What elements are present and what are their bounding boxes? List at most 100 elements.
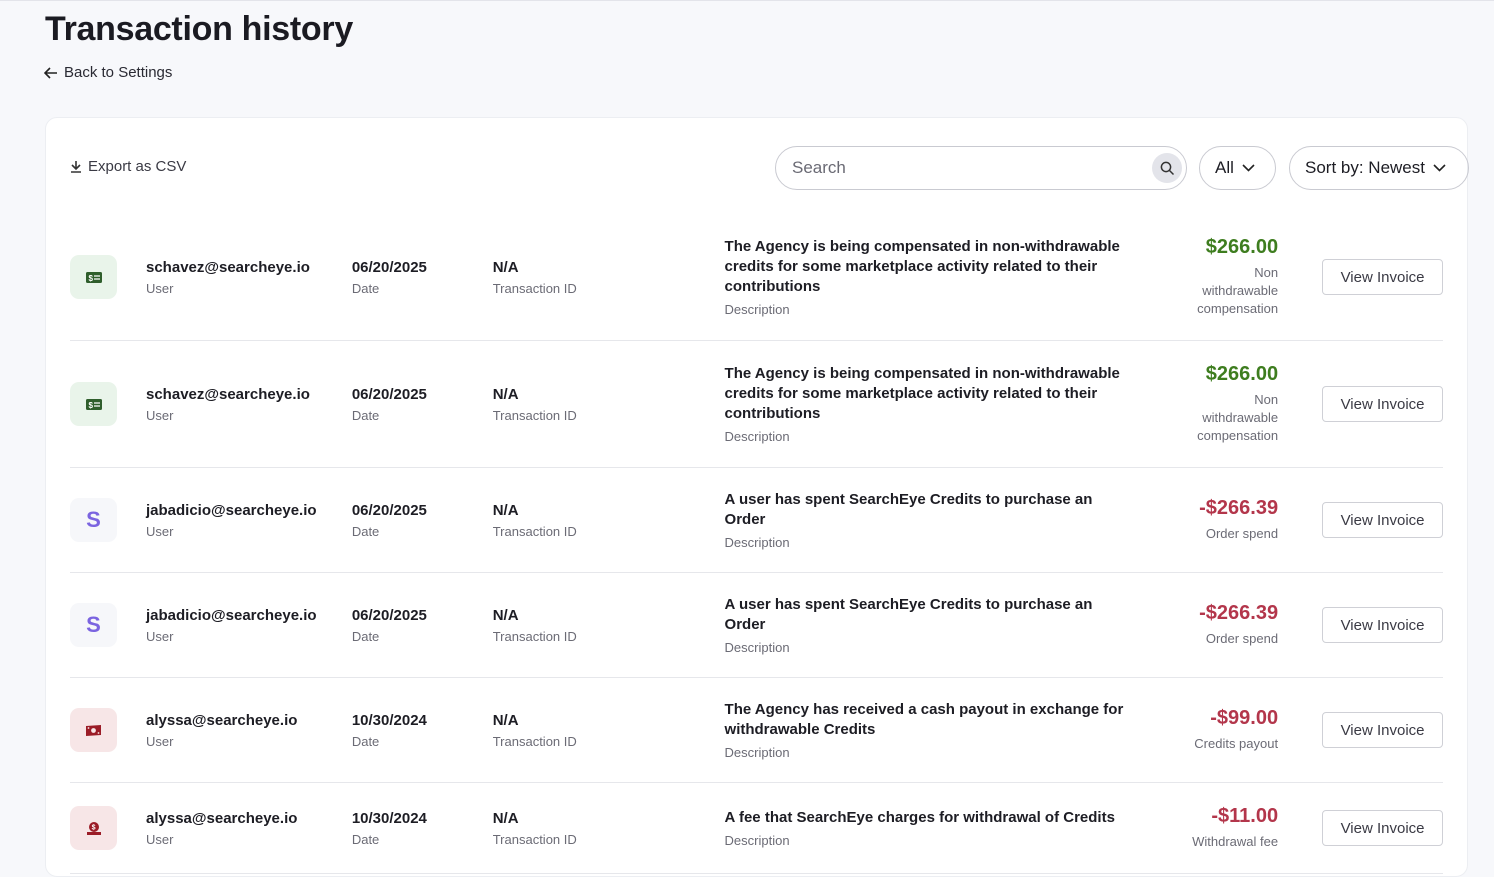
user-email: jabadicio@searcheye.io: [146, 606, 317, 624]
user-label: User: [146, 407, 174, 423]
date-label: Date: [351, 831, 380, 847]
date-label: Date: [351, 407, 380, 423]
transaction-type: Non withdrawable compensation: [1197, 265, 1279, 316]
transaction-description: The Agency is being compensated in non-w…: [724, 365, 1120, 422]
sort-label: Sort by: Newest: [1305, 158, 1425, 177]
transaction-description: A fee that SearchEye charges for withdra…: [724, 809, 1115, 826]
user-label: User: [146, 280, 174, 296]
transaction-row: $ schavez@searcheye.io User 06/20/2025 Dat…: [70, 214, 1443, 341]
description-label: Description: [724, 745, 790, 760]
user-email: alyssa@searcheye.io: [146, 711, 298, 729]
transaction-description: The Agency is being compensated in non-w…: [724, 238, 1120, 295]
transaction-date: 10/30/2024: [351, 711, 427, 729]
back-to-settings-link[interactable]: Back to Settings: [44, 64, 172, 81]
description-label: Description: [724, 833, 790, 848]
transaction-id: N/A: [492, 501, 519, 519]
transaction-row: alyssa@searcheye.io User 10/30/2024 Date N…: [70, 678, 1443, 783]
view-invoice-button[interactable]: View Invoice: [1322, 810, 1443, 846]
back-label: Back to Settings: [64, 64, 173, 81]
transaction-amount: -$266.39: [1199, 602, 1279, 624]
transaction-row: S jabadicio@searcheye.io User 06/20/2025 D…: [70, 573, 1443, 678]
transaction-description: A user has spent SearchEye Credits to pu…: [724, 491, 1093, 528]
transaction-amount: $266.00: [1205, 363, 1279, 385]
page-title: Transaction history: [45, 10, 353, 48]
description-label: Description: [724, 429, 790, 444]
date-label: Date: [351, 280, 380, 296]
transaction-id: N/A: [492, 606, 519, 624]
user-email: alyssa@searcheye.io: [146, 809, 298, 827]
export-label: Export as CSV: [88, 157, 187, 175]
filter-label: All: [1215, 158, 1234, 177]
user-email: schavez@searcheye.io: [146, 385, 310, 403]
transaction-id-label: Transaction ID: [492, 628, 577, 644]
svg-text:$: $: [88, 400, 93, 409]
transaction-type: Order spend: [1205, 526, 1279, 541]
transaction-id-label: Transaction ID: [492, 733, 577, 749]
transaction-row: $ schavez@searcheye.io User 06/20/2025 Dat…: [70, 341, 1443, 468]
transaction-amount: -$266.39: [1199, 497, 1279, 519]
export-csv-button[interactable]: Export as CSV: [70, 158, 186, 175]
transaction-list: $ schavez@searcheye.io User 06/20/2025 Dat…: [70, 214, 1443, 874]
transaction-date: 06/20/2025: [351, 385, 427, 403]
transaction-type: Withdrawal fee: [1192, 834, 1279, 849]
transaction-row: S jabadicio@searcheye.io User 06/20/2025 D…: [70, 468, 1443, 573]
search-input[interactable]: [792, 158, 1152, 178]
description-label: Description: [724, 302, 790, 317]
transaction-row: $ alyssa@searcheye.io User 10/30/2024 Date…: [70, 783, 1443, 874]
description-label: Description: [724, 640, 790, 655]
arrow-left-icon: [44, 66, 57, 79]
view-invoice-button[interactable]: View Invoice: [1322, 712, 1443, 748]
transaction-date: 06/20/2025: [351, 501, 427, 519]
transaction-type: Non withdrawable compensation: [1197, 392, 1279, 443]
coin-hand-icon: $: [70, 806, 117, 850]
view-invoice-button[interactable]: View Invoice: [1322, 386, 1443, 422]
transaction-amount: -$11.00: [1211, 805, 1279, 827]
transaction-amount: -$99.00: [1210, 707, 1279, 729]
transaction-id-label: Transaction ID: [492, 407, 577, 423]
credit-card-icon: $: [70, 255, 117, 299]
transaction-date: 10/30/2024: [351, 809, 427, 827]
view-invoice-button[interactable]: View Invoice: [1322, 502, 1443, 538]
user-label: User: [146, 733, 174, 749]
svg-text:$: $: [88, 273, 93, 282]
user-label: User: [146, 523, 174, 539]
searcheye-s-icon: S: [70, 603, 117, 647]
user-email: jabadicio@searcheye.io: [146, 501, 317, 519]
transaction-description: A user has spent SearchEye Credits to pu…: [724, 596, 1093, 633]
transaction-date: 06/20/2025: [351, 606, 427, 624]
transaction-type: Credits payout: [1194, 736, 1279, 751]
sort-dropdown[interactable]: Sort by: Newest: [1289, 146, 1469, 190]
date-label: Date: [351, 733, 380, 749]
transactions-card: Export as CSV All Sort by: Newest $ scha…: [45, 117, 1469, 877]
transaction-id: N/A: [492, 711, 519, 729]
transaction-id: N/A: [492, 385, 519, 403]
date-label: Date: [351, 523, 380, 539]
transaction-amount: $266.00: [1205, 236, 1279, 258]
transaction-id-label: Transaction ID: [492, 831, 577, 847]
search-box: [775, 146, 1187, 190]
search-button[interactable]: [1152, 153, 1182, 183]
searcheye-s-icon: S: [70, 498, 117, 542]
chevron-down-icon: [1242, 164, 1255, 172]
credit-card-icon: $: [70, 382, 117, 426]
search-icon: [1160, 161, 1174, 175]
user-email: schavez@searcheye.io: [146, 258, 310, 276]
view-invoice-button[interactable]: View Invoice: [1322, 607, 1443, 643]
date-label: Date: [351, 628, 380, 644]
svg-text:$: $: [91, 824, 95, 831]
chevron-down-icon: [1433, 164, 1446, 172]
view-invoice-button[interactable]: View Invoice: [1322, 259, 1443, 295]
user-label: User: [146, 831, 174, 847]
description-label: Description: [724, 535, 790, 550]
transaction-description: The Agency has received a cash payout in…: [724, 701, 1124, 738]
download-icon: [71, 160, 81, 173]
cash-icon: [70, 708, 117, 752]
transaction-id-label: Transaction ID: [492, 523, 577, 539]
transaction-type: Order spend: [1205, 631, 1279, 646]
transaction-id: N/A: [492, 258, 519, 276]
filter-dropdown[interactable]: All: [1199, 146, 1276, 190]
transaction-date: 06/20/2025: [351, 258, 427, 276]
transaction-id: N/A: [492, 809, 519, 827]
user-label: User: [146, 628, 174, 644]
transaction-id-label: Transaction ID: [492, 280, 577, 296]
